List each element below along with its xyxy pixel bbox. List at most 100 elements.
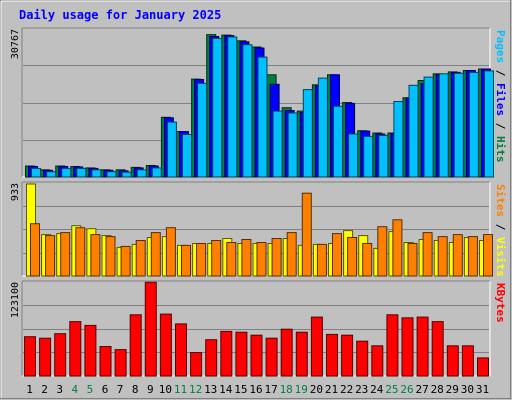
- legend-part: Files: [494, 83, 507, 116]
- bar-pages-day-18: [287, 112, 298, 178]
- bar-pages-day-6: [106, 171, 117, 178]
- series-pages: [31, 36, 494, 178]
- bar-kbytes-day-5: [84, 324, 97, 377]
- legend-part: /: [494, 63, 507, 83]
- bar-pages-day-8: [136, 169, 147, 178]
- panel-ymax-label: 933: [10, 183, 21, 201]
- bar-sites-day-11: [181, 244, 191, 277]
- x-tick-label: 8: [132, 383, 139, 396]
- bar-pages-day-28: [438, 73, 449, 178]
- bar-kbytes-day-1: [24, 336, 36, 377]
- bar-pages-day-17: [272, 110, 283, 178]
- x-tick-label: 26: [400, 383, 413, 396]
- bar-sites-day-9: [150, 232, 161, 277]
- bar-kbytes-day-2: [39, 337, 52, 377]
- bar-sites-day-18: [286, 232, 297, 277]
- bar-sites-day-24: [377, 226, 388, 277]
- bar-pages-day-5: [91, 169, 102, 178]
- x-tick-label: 23: [355, 383, 368, 396]
- x-tick-label: 31: [476, 383, 489, 396]
- bar-pages-day-19: [302, 89, 313, 178]
- bar-sites-day-28: [437, 236, 448, 277]
- bar-pages-day-29: [453, 72, 464, 178]
- series-sites: [30, 192, 493, 277]
- x-tick-label: 9: [147, 383, 154, 396]
- bar-kbytes-day-6: [99, 346, 112, 377]
- x-tick-label: 11: [174, 383, 187, 396]
- x-tick-label: 2: [41, 383, 48, 396]
- bar-pages-day-10: [166, 121, 177, 178]
- panel-ymax-label: 30767: [10, 29, 21, 59]
- bar-kbytes-day-27: [416, 316, 429, 377]
- bar-sites-day-2: [45, 235, 56, 277]
- x-tick-label: 20: [310, 383, 323, 396]
- legend-part: Sites: [494, 184, 507, 217]
- x-tick-label: 7: [117, 383, 124, 396]
- bar-sites-day-16: [256, 242, 267, 277]
- bar-pages-day-3: [61, 167, 72, 178]
- bar-kbytes-day-28: [431, 321, 444, 377]
- bar-pages-day-20: [317, 77, 328, 178]
- bar-kbytes-day-20: [310, 316, 323, 377]
- x-tick-label: 3: [56, 383, 63, 396]
- bar-sites-day-22: [347, 237, 358, 277]
- bar-kbytes-day-16: [250, 334, 263, 377]
- bar-kbytes-day-12: [190, 352, 203, 377]
- bar-kbytes-day-29: [446, 345, 459, 377]
- x-tick-label: 24: [370, 383, 384, 396]
- bar-pages-day-7: [121, 171, 132, 178]
- bar-pages-day-30: [468, 71, 479, 178]
- bar-pages-day-26: [408, 84, 419, 178]
- bar-sites-day-27: [422, 232, 433, 277]
- bar-sites-day-14: [226, 242, 237, 277]
- bar-kbytes-day-25: [386, 314, 399, 377]
- legend-part: Hits: [494, 136, 507, 163]
- chart-panels: 30767 Pages / Files / Hits 933 Sites / Visi…: [10, 27, 507, 377]
- bar-pages-day-15: [242, 44, 253, 178]
- bar-kbytes-day-7: [114, 349, 127, 377]
- x-tick-label: 10: [159, 383, 172, 396]
- bar-sites-day-12: [196, 243, 207, 277]
- legend-part: /: [494, 217, 507, 237]
- bar-pages-day-22: [348, 133, 359, 178]
- x-tick-label: 5: [87, 383, 94, 396]
- bar-sites-day-19: [301, 192, 312, 277]
- bar-kbytes-day-9: [144, 281, 157, 377]
- bar-pages-day-25: [393, 101, 404, 178]
- x-tick-label: 30: [461, 383, 474, 396]
- bar-pages-day-24: [378, 134, 389, 178]
- panel-series-legend: KBytes: [494, 283, 507, 323]
- x-tick-label: 17: [264, 383, 277, 396]
- bar-sites-day-1: [30, 223, 40, 277]
- legend-part: Visits: [494, 237, 507, 277]
- bar-pages-day-16: [257, 56, 268, 178]
- legend-part: Pages: [494, 30, 507, 63]
- x-tick-label: 18: [280, 383, 293, 396]
- bar-pages-day-4: [76, 167, 87, 178]
- bar-sites-day-31: [483, 234, 493, 277]
- bar-kbytes-day-21: [326, 333, 338, 377]
- bar-kbytes-day-15: [235, 331, 248, 377]
- bar-pages-day-11: [182, 134, 192, 178]
- x-tick-label: 1: [26, 383, 33, 396]
- bar-kbytes-day-18: [280, 328, 293, 377]
- x-tick-label: 25: [385, 383, 398, 396]
- bar-pages-day-14: [227, 36, 238, 178]
- bar-pages-day-12: [197, 82, 208, 178]
- bar-sites-day-17: [271, 238, 282, 277]
- x-tick-label: 4: [71, 383, 78, 396]
- bar-pages-day-9: [151, 167, 162, 178]
- x-tick-label: 19: [295, 383, 308, 396]
- bar-kbytes-day-19: [295, 331, 308, 377]
- bar-pages-day-13: [212, 37, 223, 178]
- x-tick-label: 21: [325, 383, 338, 396]
- bar-pages-day-21: [333, 105, 343, 178]
- bar-kbytes-day-30: [461, 345, 474, 377]
- bar-kbytes-day-3: [54, 333, 67, 377]
- x-axis: 1 2 3 4 5 6 7 8 9 10 11 12 13 14 15 16 17 18 19 20 21 22 23 24 2…: [26, 383, 489, 396]
- x-tick-label: 14: [219, 383, 233, 396]
- bar-sites-day-7: [120, 245, 131, 277]
- bar-sites-day-26: [407, 243, 418, 277]
- series-kbytes: [24, 281, 489, 377]
- bar-kbytes-day-14: [220, 330, 233, 377]
